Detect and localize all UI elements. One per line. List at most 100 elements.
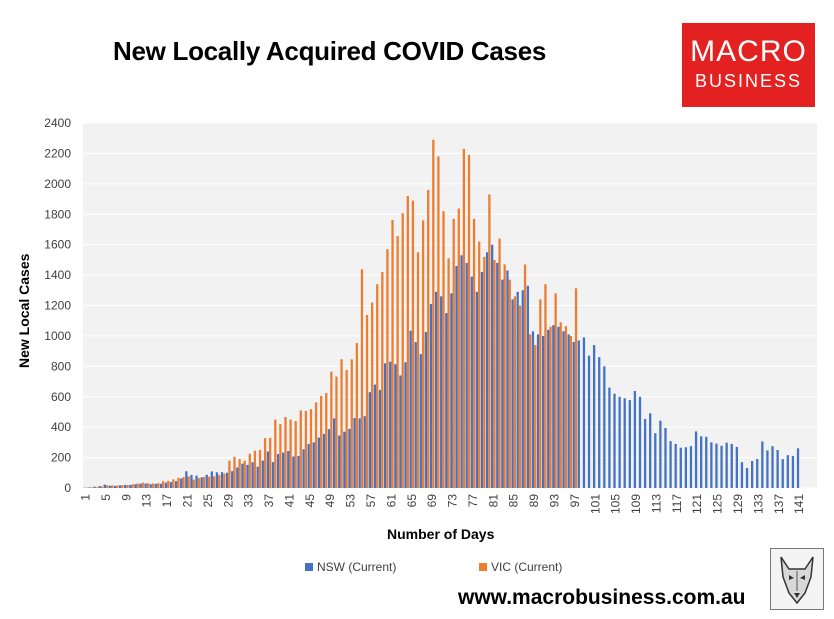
bar-nsw bbox=[674, 443, 677, 488]
x-tick-label: 37 bbox=[262, 494, 276, 508]
bar-nsw bbox=[225, 472, 229, 488]
bar-nsw bbox=[669, 441, 672, 488]
x-tick-label: 121 bbox=[690, 494, 704, 514]
bar-nsw bbox=[144, 483, 147, 488]
bar-nsw bbox=[312, 442, 315, 488]
bar-nsw bbox=[139, 483, 142, 488]
bar-vic bbox=[320, 395, 323, 488]
bar-vic bbox=[223, 473, 226, 488]
bar-nsw bbox=[149, 484, 152, 488]
bar-nsw bbox=[756, 459, 759, 488]
bar-vic bbox=[488, 194, 491, 488]
bar-nsw bbox=[98, 486, 101, 488]
bar-nsw bbox=[287, 451, 290, 488]
bar-vic bbox=[279, 424, 282, 488]
bar-nsw bbox=[542, 335, 545, 488]
bar-nsw bbox=[302, 449, 305, 488]
bar-nsw bbox=[745, 467, 749, 488]
bar-nsw bbox=[338, 435, 341, 488]
y-tick-label: 2400 bbox=[44, 116, 71, 130]
bar-nsw bbox=[343, 431, 346, 488]
y-tick-label: 1400 bbox=[44, 268, 71, 282]
bar-nsw bbox=[496, 262, 499, 488]
bar-nsw bbox=[292, 456, 295, 488]
legend-label-vic: VIC (Current) bbox=[491, 560, 563, 574]
x-tick-label: 1 bbox=[79, 494, 93, 501]
bar-vic bbox=[299, 410, 302, 488]
bar-nsw bbox=[409, 330, 412, 488]
bar-vic bbox=[207, 476, 211, 488]
bar-vic bbox=[131, 484, 134, 488]
bar-nsw bbox=[103, 484, 106, 488]
bar-nsw bbox=[628, 400, 631, 488]
x-tick-label: 133 bbox=[751, 494, 765, 514]
x-tick-label: 9 bbox=[119, 494, 133, 501]
bar-nsw bbox=[791, 456, 795, 488]
bar-nsw bbox=[552, 325, 555, 488]
bar-nsw bbox=[185, 471, 188, 488]
bar-nsw bbox=[475, 291, 479, 488]
x-tick-label: 77 bbox=[466, 494, 480, 508]
bar-vic bbox=[121, 485, 124, 488]
x-tick-label: 65 bbox=[405, 494, 419, 508]
bar-vic bbox=[141, 482, 144, 488]
bar-vic bbox=[263, 438, 267, 488]
bar-nsw bbox=[577, 340, 580, 488]
bar-nsw bbox=[236, 467, 239, 488]
bar-nsw bbox=[659, 420, 662, 488]
y-tick-label: 0 bbox=[64, 481, 71, 495]
x-tick-label: 5 bbox=[99, 494, 113, 501]
bar-nsw bbox=[129, 484, 132, 488]
bar-nsw bbox=[557, 326, 560, 488]
bar-vic bbox=[478, 241, 481, 488]
website-url[interactable]: www.macrobusiness.com.au bbox=[458, 586, 746, 609]
legend-label-nsw: NSW (Current) bbox=[317, 560, 397, 574]
bar-vic bbox=[554, 293, 557, 488]
bar-vic bbox=[442, 211, 445, 489]
bar-nsw bbox=[220, 472, 224, 488]
bar-nsw bbox=[134, 484, 137, 488]
bar-vic bbox=[447, 258, 450, 488]
x-tick-label: 45 bbox=[303, 494, 317, 508]
bar-vic bbox=[427, 189, 430, 488]
bar-nsw bbox=[419, 354, 422, 488]
x-tick-label: 129 bbox=[731, 494, 745, 514]
bar-nsw bbox=[445, 313, 448, 488]
bar-vic bbox=[172, 479, 175, 488]
bar-nsw bbox=[297, 456, 300, 488]
bar-vic bbox=[365, 314, 369, 488]
bar-vic bbox=[167, 480, 170, 488]
bar-nsw bbox=[720, 445, 723, 488]
bar-nsw bbox=[638, 396, 642, 488]
bar-vic bbox=[370, 302, 374, 488]
bar-vic bbox=[100, 486, 104, 488]
bar-nsw bbox=[450, 293, 453, 488]
bar-nsw bbox=[180, 478, 183, 488]
bar-nsw bbox=[567, 334, 570, 488]
y-tick-label: 200 bbox=[51, 451, 71, 465]
bar-vic bbox=[406, 196, 409, 488]
legend-swatch-vic bbox=[479, 563, 487, 571]
bar-nsw bbox=[317, 437, 321, 488]
bar-vic bbox=[182, 477, 185, 488]
x-tick-label: 113 bbox=[649, 494, 663, 513]
y-tick-label: 2000 bbox=[44, 177, 71, 191]
bar-nsw bbox=[322, 433, 326, 488]
bar-vic bbox=[411, 200, 415, 488]
bar-nsw bbox=[399, 375, 402, 488]
x-tick-label: 105 bbox=[609, 494, 623, 514]
bar-vic bbox=[498, 238, 501, 488]
bar-nsw bbox=[271, 462, 275, 488]
bar-nsw bbox=[771, 446, 774, 488]
bar-nsw bbox=[169, 482, 173, 488]
bar-vic bbox=[574, 288, 578, 488]
y-tick-label: 1000 bbox=[44, 329, 71, 343]
bar-vic bbox=[340, 359, 343, 488]
bar-nsw bbox=[373, 384, 377, 488]
bar-nsw bbox=[526, 285, 530, 488]
bar-nsw bbox=[735, 446, 738, 488]
bar-vic bbox=[116, 485, 119, 488]
bar-nsw bbox=[649, 413, 652, 488]
bar-nsw bbox=[705, 436, 708, 488]
bar-vic bbox=[396, 236, 399, 488]
